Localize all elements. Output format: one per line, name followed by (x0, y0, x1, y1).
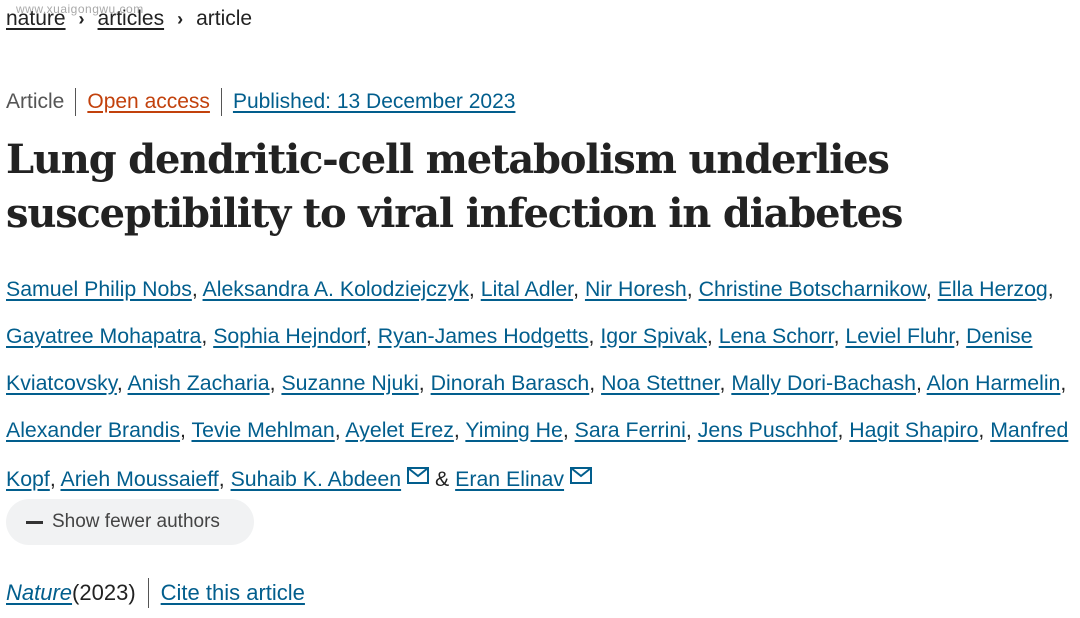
author-separator: , (706, 324, 719, 348)
author-link[interactable]: Denise Kviatcovsky (6, 324, 1033, 395)
author-separator: , (365, 324, 378, 348)
author-link[interactable]: Arieh Moussaieff (60, 467, 219, 491)
author-separator: , (116, 371, 128, 395)
author-link[interactable]: Christine Botscharnikow (698, 277, 926, 301)
author-separator: , (218, 467, 231, 491)
author-link[interactable]: Dinorah Barasch (430, 371, 590, 395)
breadcrumb-nature[interactable]: nature (6, 7, 66, 30)
article-type: Article (6, 90, 65, 113)
author-link[interactable]: Samuel Philip Nobs (6, 277, 192, 301)
author-separator: , (453, 418, 466, 442)
show-fewer-label: Show fewer authors (52, 511, 220, 532)
author-separator: , (719, 371, 732, 395)
chevron-right-icon: › (177, 8, 184, 29)
author-separator: , (562, 418, 575, 442)
author-separator: , (925, 277, 938, 301)
publication-year: (2023) (72, 580, 136, 605)
minus-icon (26, 520, 43, 524)
breadcrumb: nature › articles › article (6, 4, 252, 34)
author-separator: , (191, 277, 203, 301)
author-link[interactable]: Leviel Fluhr (845, 324, 955, 348)
author-link[interactable]: Ryan-James Hodgetts (377, 324, 589, 348)
author-separator: , (686, 277, 699, 301)
author-link[interactable]: Igor Spivak (600, 324, 707, 348)
author-link[interactable]: Lena Schorr (718, 324, 834, 348)
author-separator: , (468, 277, 481, 301)
show-fewer-authors-button[interactable]: Show fewer authors (6, 499, 254, 545)
author-separator: , (589, 371, 602, 395)
author-separator: , (269, 371, 282, 395)
breadcrumb-current: article (196, 7, 253, 30)
citation-row: Nature (2023) Cite this article (6, 576, 305, 610)
published-date-link[interactable]: Published: 13 December 2023 (232, 90, 516, 113)
chevron-right-icon: › (78, 8, 85, 29)
author-link[interactable]: Jens Puschhof (697, 418, 838, 442)
author-link[interactable]: Noa Stettner (601, 371, 720, 395)
author-link[interactable]: Manfred Kopf (6, 418, 1069, 491)
journal-link[interactable]: Nature (6, 580, 73, 605)
author-link[interactable]: Mally Dori-Bachash (731, 371, 916, 395)
author-separator: , (837, 418, 850, 442)
author-separator: , (1047, 277, 1054, 301)
author-separator: , (418, 371, 431, 395)
watermark: www.xuaigongwu.com (16, 2, 144, 16)
author-link[interactable]: Suzanne Njuki (281, 371, 419, 395)
author-link[interactable]: Alon Harmelin (926, 371, 1061, 395)
author-link[interactable]: Ayelet Erez (345, 418, 454, 442)
divider (75, 88, 77, 116)
author-link[interactable]: Anish Zacharia (127, 371, 270, 395)
author-link[interactable]: Alexander Brandis (6, 418, 181, 442)
author-link[interactable]: Yiming He (465, 418, 563, 442)
author-separator: , (915, 371, 927, 395)
author-link[interactable]: Nir Horesh (584, 277, 687, 301)
envelope-icon[interactable] (570, 454, 593, 501)
author-separator: , (954, 324, 967, 348)
author-separator: , (49, 467, 61, 491)
author-link[interactable]: Sara Ferrini (574, 418, 686, 442)
author-separator: , (180, 418, 192, 442)
author-separator: , (588, 324, 601, 348)
author-separator: , (685, 418, 698, 442)
open-access-link[interactable]: Open access (87, 90, 210, 113)
author-separator: , (833, 324, 846, 348)
author-ampersand: & (429, 467, 456, 491)
author-link[interactable]: Tevie Mehlman (191, 418, 335, 442)
author-separator: , (1060, 371, 1067, 395)
author-link[interactable]: Eran Elinav (455, 467, 565, 491)
envelope-icon[interactable] (407, 454, 430, 501)
title-line-2: susceptibility to viral infection in dia… (6, 190, 903, 237)
author-separator: , (573, 277, 585, 301)
breadcrumb-articles[interactable]: articles (97, 7, 165, 30)
author-separator: , (201, 324, 214, 348)
divider (147, 578, 149, 608)
author-link[interactable]: Sophia Hejndorf (213, 324, 366, 348)
title-line-1: Lung dendritic-cell metabolism underlies (6, 136, 890, 183)
article-meta: Article Open access Published: 13 Decemb… (6, 86, 515, 118)
author-link[interactable]: Hagit Shapiro (849, 418, 979, 442)
divider (220, 88, 222, 116)
author-separator: , (334, 418, 346, 442)
author-link[interactable]: Aleksandra A. Kolodziejczyk (202, 277, 469, 301)
author-link[interactable]: Ella Herzog (937, 277, 1048, 301)
cite-this-article-link[interactable]: Cite this article (160, 580, 305, 605)
author-link[interactable]: Lital Adler (480, 277, 574, 301)
author-list: Samuel Philip Nobs, Aleksandra A. Kolodz… (6, 266, 1072, 503)
author-separator: , (978, 418, 991, 442)
author-link[interactable]: Gayatree Mohapatra (6, 324, 202, 348)
page-title: Lung dendritic-cell metabolism underlies… (6, 133, 1066, 241)
author-link[interactable]: Suhaib K. Abdeen (230, 467, 402, 491)
